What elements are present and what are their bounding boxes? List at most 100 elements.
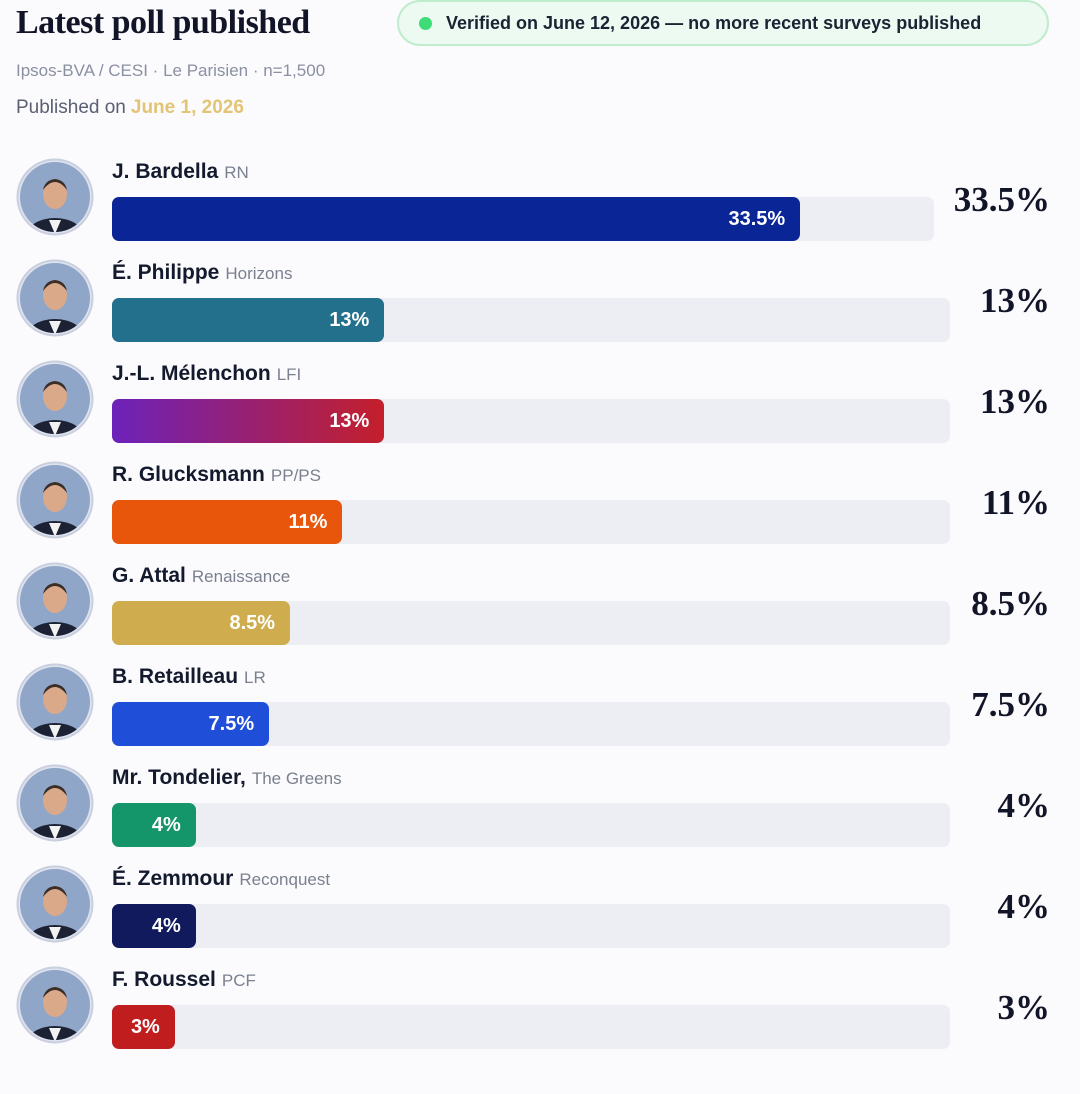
bar-value-label: 3%: [130, 1015, 160, 1038]
bar-track: 33.5%: [112, 197, 934, 241]
row-left: Mr. Tondelier, The Greens 4%: [112, 764, 950, 847]
published: Published on June 1, 2026: [16, 97, 244, 119]
bar: 13%: [112, 399, 385, 443]
candidate-line: É. Philippe Horizons: [112, 259, 950, 287]
candidate-row: É. Zemmour Reconquest 4% 4%: [16, 865, 1050, 966]
bar: 13%: [112, 298, 385, 342]
row-left: B. Retailleau LR 7.5%: [112, 663, 950, 746]
candidate-name: R. Glucksmann: [112, 463, 265, 486]
chart-title: Latest poll published: [16, 4, 310, 41]
bar-track: 13%: [112, 298, 950, 342]
bar: 11%: [112, 500, 343, 544]
bar: 4%: [112, 904, 196, 948]
candidate-name: Mr. Tondelier,: [112, 766, 246, 789]
bar: 3%: [112, 1005, 175, 1049]
value-label: 8.5%: [971, 584, 1050, 623]
avatar: [16, 562, 94, 640]
row-body: É. Philippe Horizons 13% 13%: [112, 259, 1050, 342]
avatar: [16, 158, 94, 236]
value-label: 11%: [981, 483, 1050, 522]
party-name: Horizons: [225, 264, 293, 283]
subtitle: Ipsos-BVA / CESI · Le Parisien · n=1,500: [16, 61, 326, 80]
row-body: G. Attal Renaissance 8.5% 8.5%: [112, 562, 1050, 645]
candidate-name: J.-L. Mélenchon: [112, 362, 271, 385]
chart: J. Bardella RN 33.5% 33.5% É. Philippe Horizo…: [16, 158, 1050, 1067]
value-label: 13%: [980, 281, 1050, 320]
value-label: 4%: [997, 887, 1051, 926]
candidate-row: B. Retailleau LR 7.5% 7.5%: [16, 663, 1050, 764]
candidate-row: J.-L. Mélenchon LFI 13% 13%: [16, 360, 1050, 461]
bar-value-label: 13%: [329, 409, 370, 432]
row-body: F. Roussel PCF 3% 3%: [112, 966, 1050, 1049]
row-body: J.-L. Mélenchon LFI 13% 13%: [112, 360, 1050, 443]
row-body: J. Bardella RN 33.5% 33.5%: [112, 158, 1050, 241]
party-name: The Greens: [251, 769, 342, 788]
bar-value-label: 4%: [151, 914, 181, 937]
party-name: RN: [224, 163, 249, 182]
candidate-line: É. Zemmour Reconquest: [112, 865, 950, 893]
candidate-line: B. Retailleau LR: [112, 663, 950, 691]
candidate-line: J. Bardella RN: [112, 158, 934, 186]
row-left: F. Roussel PCF 3%: [112, 966, 950, 1049]
party-name: LFI: [276, 365, 302, 384]
row-body: R. Glucksmann PP/PS 11% 11%: [112, 461, 1050, 544]
party-name: Renaissance: [191, 567, 291, 586]
bar: 7.5%: [112, 702, 270, 746]
bar-track: 4%: [112, 904, 950, 948]
bar-track: 7.5%: [112, 702, 950, 746]
bar-track: 8.5%: [112, 601, 950, 645]
value-label: 13%: [980, 382, 1050, 421]
candidate-row: É. Philippe Horizons 13% 13%: [16, 259, 1050, 360]
candidate-name: F. Roussel: [112, 968, 216, 991]
candidate-name: J. Bardella: [112, 160, 219, 183]
value-label: 33.5%: [953, 180, 1050, 219]
row-left: J. Bardella RN 33.5%: [112, 158, 934, 241]
value-label: 7.5%: [971, 685, 1050, 724]
bar-track: 13%: [112, 399, 950, 443]
candidate-row: G. Attal Renaissance 8.5% 8.5%: [16, 562, 1050, 663]
candidate-line: F. Roussel PCF: [112, 966, 950, 994]
row-left: J.-L. Mélenchon LFI 13%: [112, 360, 950, 443]
value-label: 4%: [997, 786, 1051, 825]
avatar: [16, 360, 94, 438]
candidate-row: J. Bardella RN 33.5% 33.5%: [16, 158, 1050, 259]
row-left: É. Philippe Horizons 13%: [112, 259, 950, 342]
published-prefix: Published on: [16, 97, 126, 118]
candidate-row: F. Roussel PCF 3% 3%: [16, 966, 1050, 1067]
party-name: LR: [244, 668, 266, 687]
bar: 8.5%: [112, 601, 291, 645]
badge-text: Verified on June 12, 2026 — no more rece…: [446, 12, 982, 33]
value-label: 3%: [997, 988, 1051, 1027]
candidate-line: R. Glucksmann PP/PS: [112, 461, 950, 489]
candidate-row: R. Glucksmann PP/PS 11% 11%: [16, 461, 1050, 562]
candidate-line: Mr. Tondelier, The Greens: [112, 764, 950, 792]
status-dot: [419, 16, 432, 30]
bar: 33.5%: [112, 197, 801, 241]
row-body: Mr. Tondelier, The Greens 4% 4%: [112, 764, 1050, 847]
bar-value-label: 8.5%: [229, 611, 276, 634]
row-left: R. Glucksmann PP/PS 11%: [112, 461, 950, 544]
avatar: [16, 865, 94, 943]
candidate-line: J.-L. Mélenchon LFI: [112, 360, 950, 388]
bar-track: 11%: [112, 500, 950, 544]
row-left: É. Zemmour Reconquest 4%: [112, 865, 950, 948]
published-date: June 1, 2026: [130, 97, 244, 118]
party-name: PP/PS: [270, 466, 321, 485]
candidate-line: G. Attal Renaissance: [112, 562, 950, 590]
candidate-name: É. Zemmour: [112, 867, 234, 890]
bar-track: 4%: [112, 803, 950, 847]
row-body: É. Zemmour Reconquest 4% 4%: [112, 865, 1050, 948]
avatar: [16, 764, 94, 842]
candidate-name: G. Attal: [112, 564, 186, 587]
bar: 4%: [112, 803, 196, 847]
bar-track: 3%: [112, 1005, 950, 1049]
row-left: G. Attal Renaissance 8.5%: [112, 562, 950, 645]
avatar: [16, 461, 94, 539]
verified-badge: Verified on June 12, 2026 — no more rece…: [397, 0, 1049, 46]
avatar: [16, 259, 94, 337]
avatar: [16, 663, 94, 741]
party-name: PCF: [221, 971, 256, 990]
candidate-name: É. Philippe: [112, 261, 220, 284]
row-body: B. Retailleau LR 7.5% 7.5%: [112, 663, 1050, 746]
party-name: Reconquest: [239, 870, 331, 889]
